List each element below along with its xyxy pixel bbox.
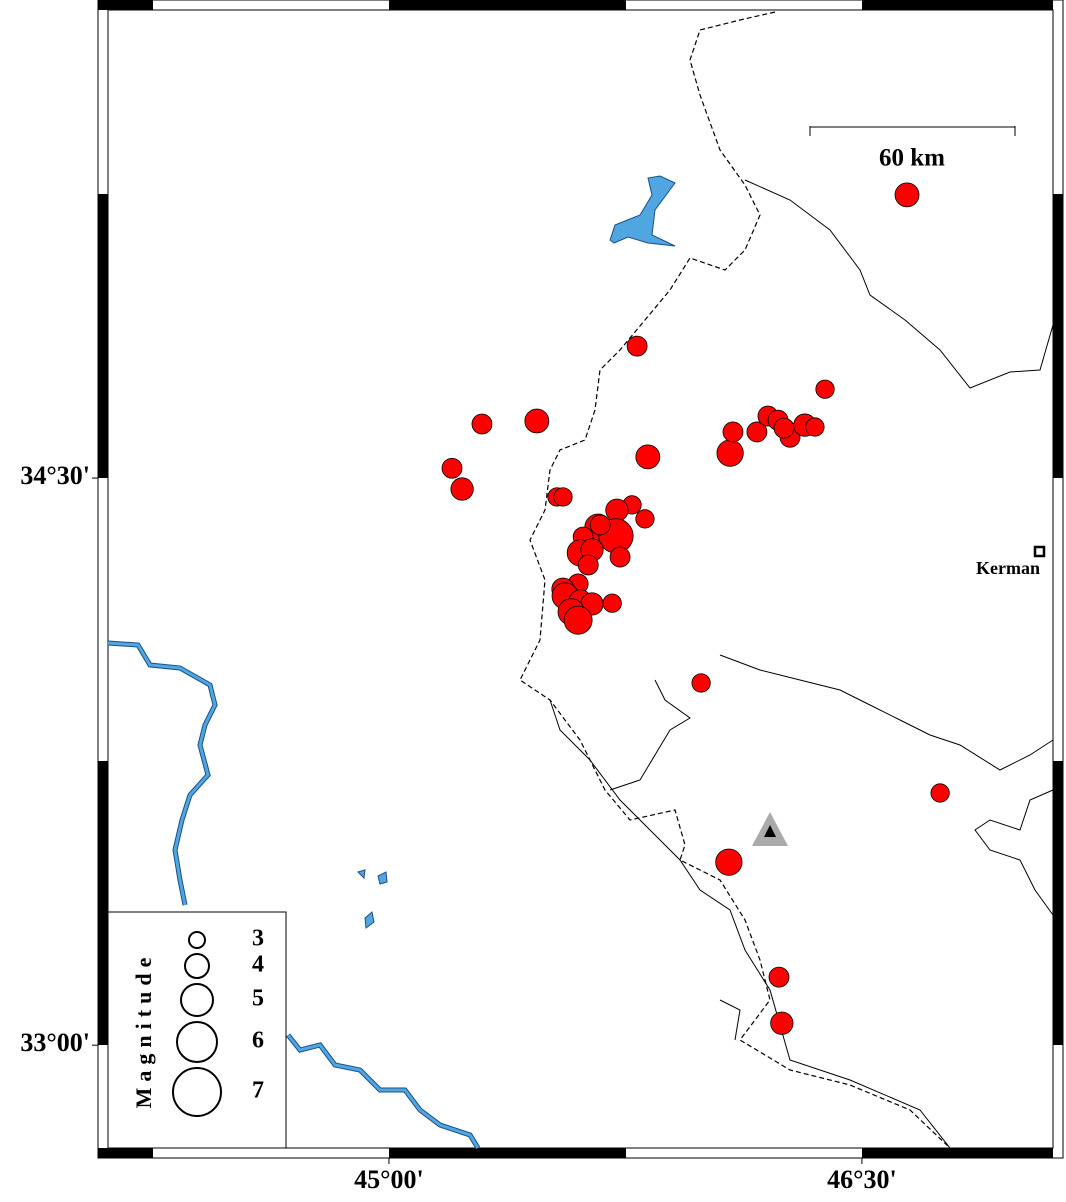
legend-size (188, 931, 206, 949)
earthquake (805, 417, 825, 437)
earthquake (746, 421, 768, 443)
legend-size (176, 1021, 218, 1063)
earthquake (553, 487, 573, 507)
earthquake (635, 444, 661, 470)
earthquake (602, 593, 622, 613)
legend-label: 7 (252, 1078, 264, 1104)
x-tick-label: 45°00' (354, 1165, 424, 1194)
earthquake (609, 546, 631, 568)
earthquake (894, 182, 920, 208)
earthquake (815, 379, 835, 399)
earthquake (768, 966, 790, 988)
legend-label: 4 (252, 952, 264, 978)
legend-label: 6 (252, 1028, 264, 1054)
earthquake (441, 457, 463, 479)
earthquake (563, 605, 593, 635)
map-frame (97, 0, 1064, 1159)
earthquake (691, 673, 711, 693)
earthquake (577, 554, 599, 576)
y-tick-label: 33°00' (20, 1028, 90, 1057)
station-label: Kerman (976, 558, 1040, 578)
legend-label: 5 (252, 986, 264, 1012)
legend-title: Magnitude (131, 952, 156, 1109)
earthquake (770, 1011, 794, 1035)
earthquake (626, 335, 648, 357)
legend-label: 3 (252, 926, 264, 952)
legend-size (180, 983, 214, 1017)
legend-size (172, 1067, 222, 1117)
scale-bar: 60 km (809, 126, 1016, 172)
seismic-station (752, 812, 788, 846)
earthquake (589, 514, 611, 536)
y-tick-label: 34°30' (20, 461, 90, 490)
earthquake (716, 439, 744, 467)
earthquake (722, 421, 744, 443)
station: Kerman (976, 545, 1046, 578)
x-tick-label: 46°30' (827, 1165, 897, 1194)
earthquake (450, 477, 474, 501)
earthquake (635, 509, 655, 529)
legend-size (184, 953, 210, 979)
earthquake (773, 417, 795, 439)
earthquake (930, 783, 950, 803)
earthquake (605, 498, 629, 522)
scale-label: 60 km (879, 145, 945, 172)
legend-box (107, 911, 287, 1149)
earthquake (715, 848, 743, 876)
earthquake (524, 408, 550, 434)
earthquake (471, 413, 493, 435)
basemap (107, 11, 1054, 1150)
